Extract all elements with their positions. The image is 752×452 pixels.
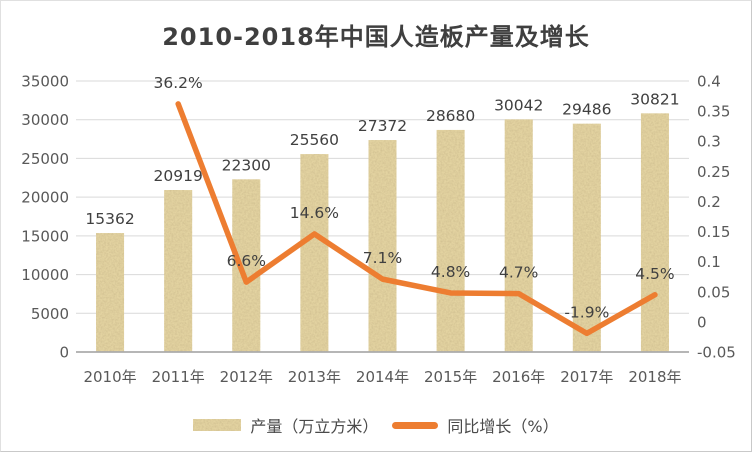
bar-value-label: 30042 <box>494 96 543 114</box>
bar-value-label: 28680 <box>426 107 475 125</box>
x-axis-tick-label: 2014年 <box>356 368 409 386</box>
y-axis-left-tick-label: 30000 <box>21 111 69 129</box>
growth-point-label: 6.6% <box>227 252 266 270</box>
y-axis-right-tick-label: 0.2 <box>697 193 721 211</box>
chart-title: 2010-2018年中国人造板产量及增长 <box>162 23 590 51</box>
y-axis-right-tick-label: 0.4 <box>697 73 721 91</box>
y-axis-right-tick-label: 0.05 <box>697 283 730 301</box>
production-bar <box>164 190 193 352</box>
production-bar <box>504 119 533 352</box>
growth-point-label: 7.1% <box>363 249 402 267</box>
bar-value-labels: 15362 20919 22300 25560 27372 28680 30042 29486… <box>85 90 679 228</box>
bar-value-label: 30821 <box>630 90 679 108</box>
growth-line-path <box>175 101 658 337</box>
production-bar <box>96 233 125 352</box>
legend-item-production: 产量（万立方米） <box>193 413 378 437</box>
y-axis-left-tick-label: 25000 <box>21 150 69 168</box>
bar-value-label: 25560 <box>290 131 339 149</box>
line-series-swatch-icon <box>392 421 439 429</box>
x-axis-tick-label: 2018年 <box>628 368 681 386</box>
growth-point-label: 4.5% <box>635 265 674 283</box>
y-axis-right-tick-label: -0.05 <box>697 344 736 362</box>
production-bar <box>572 123 601 352</box>
x-axis-tick-label: 2015年 <box>424 368 477 386</box>
bar-value-label: 15362 <box>85 210 134 228</box>
growth-point-label: -1.9% <box>564 303 609 321</box>
y-axis-right: 0.4 0.35 0.3 0.25 0.2 0.15 0.1 0.05 0 -0.05 <box>697 73 736 362</box>
production-bar <box>232 179 261 352</box>
legend: 产量（万立方米） 同比增长（%） <box>1 413 751 437</box>
legend-item-growth: 同比增长（%） <box>392 413 559 437</box>
legend-label-production: 产量（万立方米） <box>250 417 379 436</box>
x-axis-tick-label: 2012年 <box>220 368 273 386</box>
y-axis-right-tick-label: 0.15 <box>697 223 730 241</box>
y-axis-right-tick-label: 0.35 <box>697 103 730 121</box>
growth-point-label: 4.8% <box>431 263 470 281</box>
x-axis-tick-label: 2016年 <box>492 368 545 386</box>
x-axis-tick-label: 2013年 <box>288 368 341 386</box>
y-axis-left-tick-label: 10000 <box>21 266 69 284</box>
legend-label-growth: 同比增长（%） <box>447 417 559 436</box>
production-bar <box>368 140 397 352</box>
growth-point-label: 4.7% <box>499 264 538 282</box>
bar-value-label: 22300 <box>222 156 271 174</box>
y-axis-right-tick-label: 0.25 <box>697 163 730 181</box>
production-bar <box>640 113 669 353</box>
y-axis-right-tick-label: 0 <box>697 313 707 331</box>
bar-value-label: 27372 <box>358 117 407 135</box>
bar-value-label: 20919 <box>154 167 203 185</box>
y-axis-left-tick-label: 5000 <box>31 305 69 323</box>
y-axis-left-tick-label: 0 <box>59 344 69 362</box>
y-axis-left: 35000 30000 25000 20000 15000 10000 5000 0 <box>21 73 69 362</box>
x-axis-tick-label: 2017年 <box>560 368 613 386</box>
y-axis-left-tick-label: 15000 <box>21 227 69 245</box>
bar-series-swatch-icon <box>193 419 242 431</box>
x-axis-tick-label: 2010年 <box>83 368 136 386</box>
production-bar <box>436 129 465 352</box>
growth-line <box>175 101 658 337</box>
x-axis-labels: 2010年 2011年 2012年 2013年 2014年 2015年 2016年 2017年… <box>83 368 681 386</box>
y-axis-left-tick-label: 35000 <box>21 73 69 91</box>
y-axis-right-tick-label: 0.1 <box>697 253 721 271</box>
production-bars <box>96 113 669 353</box>
growth-value-labels: 36.2% 6.6% 14.6% 7.1% 4.8% 4.7% -1.9% 4.5% <box>154 74 675 321</box>
y-axis-right-tick-label: 0.3 <box>697 133 721 151</box>
growth-point-label: 14.6% <box>290 204 339 222</box>
production-bar <box>300 154 329 352</box>
y-axis-left-tick-label: 20000 <box>21 189 69 207</box>
x-axis-tick-label: 2011年 <box>152 368 205 386</box>
growth-point-label: 36.2% <box>154 74 203 92</box>
bar-value-label: 29486 <box>562 101 611 119</box>
